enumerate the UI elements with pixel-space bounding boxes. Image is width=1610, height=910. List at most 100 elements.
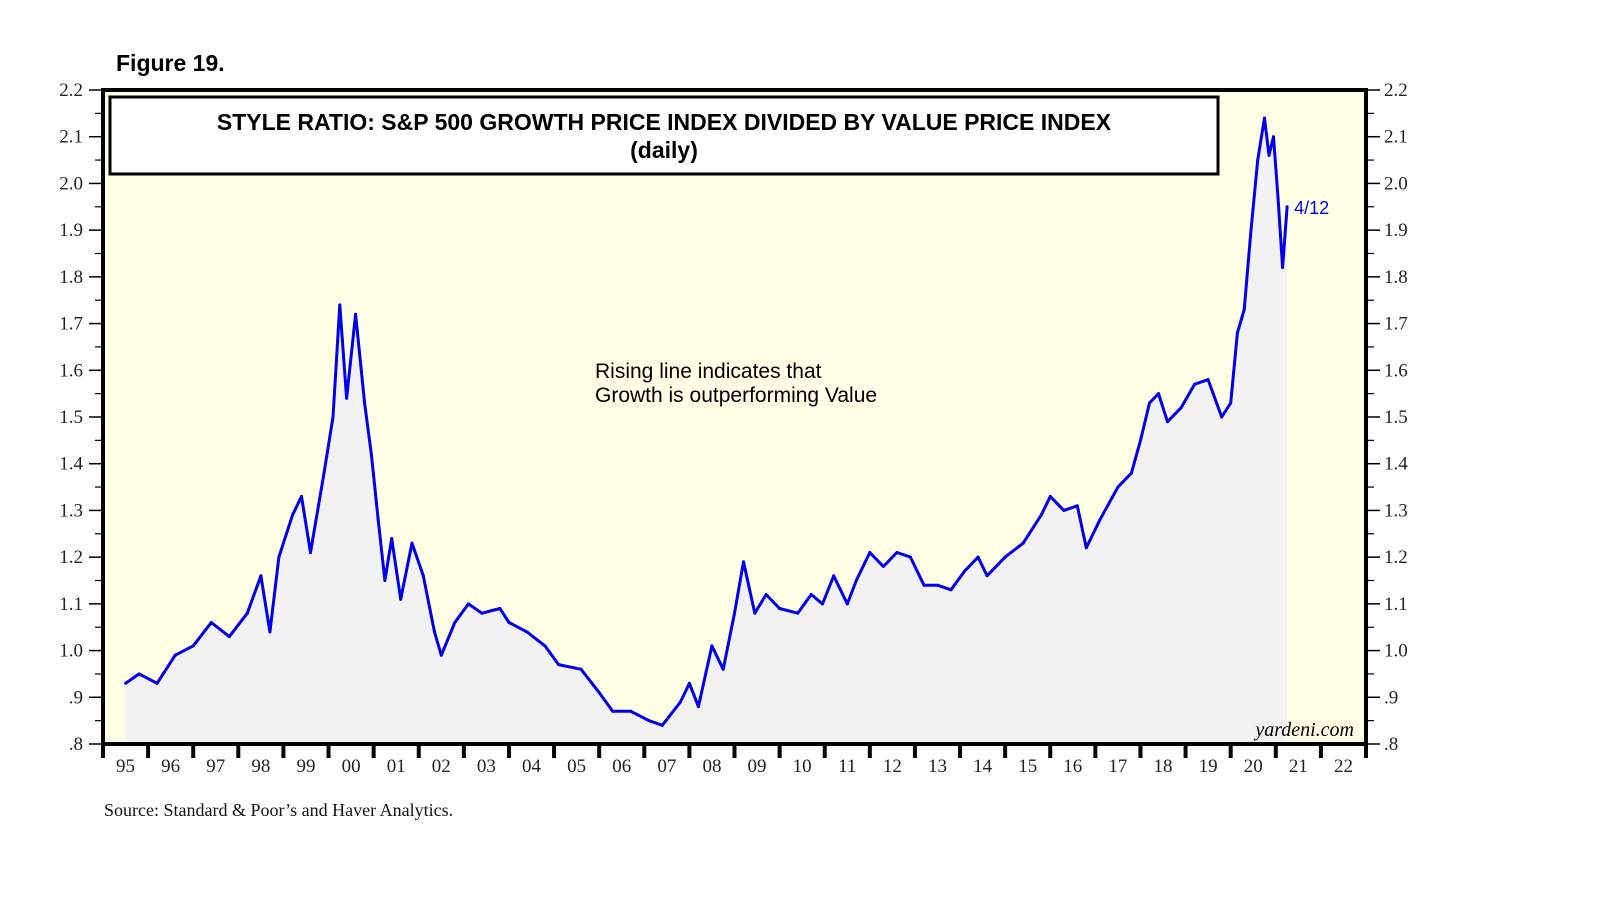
x-tick-label: 17 bbox=[1108, 756, 1127, 777]
data-point bbox=[963, 569, 966, 573]
figure-label: Figure 19. bbox=[116, 50, 225, 76]
y-tick-label-right: 2.2 bbox=[1384, 80, 1408, 101]
y-tick-label-right: 1.7 bbox=[1384, 314, 1408, 335]
data-point bbox=[660, 723, 664, 727]
x-tick-label: 95 bbox=[116, 756, 135, 777]
x-tick-label: 98 bbox=[251, 756, 270, 777]
data-point bbox=[277, 555, 281, 559]
data-point bbox=[1139, 438, 1142, 442]
data-point bbox=[696, 705, 700, 709]
data-point bbox=[733, 611, 736, 615]
y-tick-label-left: 1.3 bbox=[59, 500, 83, 521]
y-tick-label-right: 1.8 bbox=[1384, 267, 1408, 288]
data-point bbox=[1157, 392, 1160, 396]
data-point bbox=[985, 574, 989, 578]
data-point bbox=[936, 583, 939, 587]
data-point bbox=[137, 672, 141, 676]
x-tick-label: 12 bbox=[883, 756, 902, 777]
data-point bbox=[597, 691, 601, 695]
data-point bbox=[1220, 415, 1224, 419]
y-tick-label-left: 1.8 bbox=[59, 267, 83, 288]
watermark: yardeni.com bbox=[1253, 719, 1354, 741]
data-point bbox=[710, 644, 714, 648]
x-tick-label: 03 bbox=[477, 756, 496, 777]
data-point bbox=[383, 579, 387, 582]
data-point bbox=[1075, 504, 1079, 508]
data-point bbox=[124, 681, 128, 685]
x-tick-label: 21 bbox=[1289, 756, 1308, 777]
data-point bbox=[363, 401, 367, 405]
annotation-line-1: Rising line indicates that bbox=[595, 360, 822, 383]
x-tick-label: 14 bbox=[973, 756, 993, 777]
y-tick-label-left: 1.1 bbox=[59, 594, 83, 615]
y-tick-label-right: 1.5 bbox=[1384, 407, 1408, 428]
data-point bbox=[466, 602, 470, 606]
x-tick-label: 09 bbox=[748, 756, 767, 777]
data-point bbox=[399, 597, 403, 601]
data-point bbox=[854, 579, 858, 582]
y-tick-label-right: .8 bbox=[1384, 734, 1398, 755]
data-point bbox=[687, 681, 691, 685]
annotation-line-2: Growth is outperforming Value bbox=[595, 384, 877, 407]
y-tick-label-right: 1.9 bbox=[1384, 220, 1408, 241]
data-point bbox=[753, 611, 757, 615]
data-point bbox=[1281, 266, 1285, 269]
y-tick-label-left: 1.0 bbox=[59, 641, 83, 662]
data-point bbox=[1148, 401, 1151, 405]
data-point bbox=[895, 551, 899, 554]
data-point bbox=[1179, 406, 1183, 410]
y-tick-label-left: 1.7 bbox=[59, 314, 83, 335]
data-point bbox=[259, 574, 263, 578]
data-point bbox=[611, 709, 615, 713]
x-tick-label: 00 bbox=[342, 756, 361, 777]
x-tick-label: 22 bbox=[1334, 756, 1353, 777]
x-tick-label: 11 bbox=[838, 756, 856, 777]
y-tick-label-left: 1.6 bbox=[59, 360, 83, 381]
y-tick-label-right: 1.3 bbox=[1384, 500, 1408, 521]
data-point bbox=[354, 312, 358, 316]
data-point bbox=[579, 667, 583, 671]
data-point bbox=[1235, 331, 1239, 335]
data-point bbox=[764, 593, 768, 596]
data-point bbox=[821, 602, 824, 606]
data-point bbox=[331, 415, 335, 419]
data-point bbox=[433, 630, 436, 634]
y-tick-label-left: 1.4 bbox=[59, 454, 83, 475]
x-tick-label: 06 bbox=[612, 756, 631, 777]
data-point bbox=[678, 700, 682, 704]
data-point bbox=[796, 611, 800, 615]
data-point bbox=[309, 551, 312, 554]
y-tick-label-right: 2.0 bbox=[1384, 173, 1408, 194]
y-tick-label-right: .9 bbox=[1384, 687, 1398, 708]
data-point bbox=[742, 560, 745, 564]
data-point bbox=[1021, 541, 1025, 545]
y-tick-label-left: 2.1 bbox=[59, 127, 83, 148]
y-axis-right: 2.2 2.1 2.0 1.9 1.8 1.7 1.6 1.5 1.4 1.3 1.2 1.1 1.0.… bbox=[1366, 80, 1408, 755]
data-point bbox=[976, 555, 980, 559]
data-point bbox=[439, 653, 443, 657]
data-point bbox=[525, 630, 529, 634]
data-point bbox=[647, 719, 651, 723]
data-point bbox=[376, 518, 380, 522]
x-tick-label: 10 bbox=[793, 756, 812, 777]
title-box-frame bbox=[108, 95, 1220, 176]
y-tick-label-right: 1.0 bbox=[1384, 641, 1408, 662]
data-point bbox=[1206, 378, 1210, 382]
data-point bbox=[1098, 518, 1102, 522]
data-point bbox=[173, 653, 177, 657]
y-tick-label-left: 2.2 bbox=[59, 80, 83, 101]
data-point bbox=[453, 621, 457, 624]
data-point bbox=[300, 494, 303, 498]
data-point bbox=[155, 681, 159, 685]
data-point bbox=[498, 607, 502, 610]
data-point bbox=[209, 621, 213, 624]
series-area bbox=[125, 118, 1288, 744]
x-tick-label: 01 bbox=[387, 756, 406, 777]
x-tick-label: 05 bbox=[567, 756, 586, 777]
x-tick-label: 16 bbox=[1063, 756, 1082, 777]
y-tick-label-right: 2.1 bbox=[1384, 127, 1408, 148]
y-tick-label-left: 1.9 bbox=[59, 220, 83, 241]
source-note: Source: Standard & Poor’s and Haver Anal… bbox=[104, 800, 454, 820]
data-point bbox=[1084, 546, 1088, 550]
